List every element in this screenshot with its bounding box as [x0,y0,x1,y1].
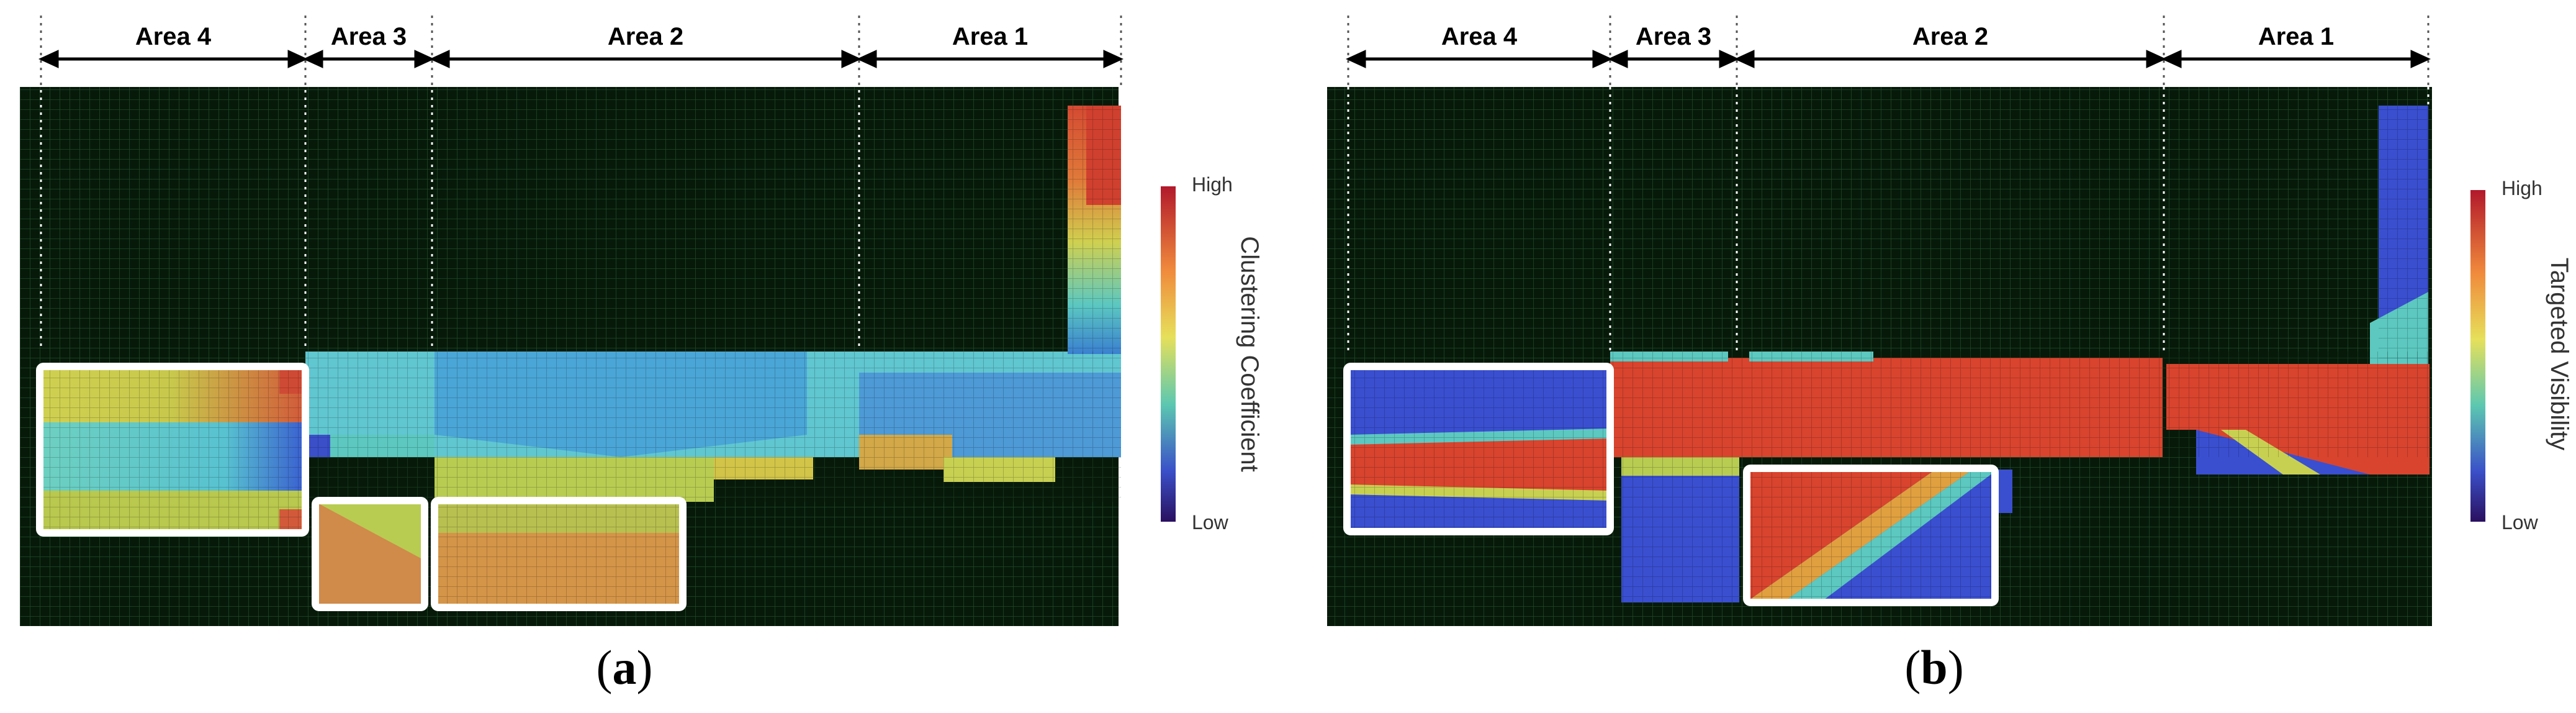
panel-a: Area 4 Area 3 Area 2 Area 1 [0,0,1279,694]
area-3-label: Area 3 [1636,23,1711,50]
area-2-label: Area 2 [608,23,683,50]
colorbar-title: Targeted Visibility [2546,258,2573,451]
colorbar-low-label: Low [1192,511,1229,534]
area-4-label: Area 4 [135,23,212,50]
area-arrows [38,50,1124,68]
heatmap-b [1348,106,2430,602]
caption-b: (b) [1904,640,1964,694]
highlight-boxes-a [36,363,687,611]
caption-a: (a) [596,640,653,694]
colorbar-a [1161,186,1176,522]
colorbar-high-label: High [1192,173,1233,196]
colorbar-b [2470,190,2485,522]
area-3-label: Area 3 [331,23,407,50]
colorbar-low-label: Low [2502,511,2539,534]
panel-a-figure: Area 4 Area 3 Area 2 Area 1 [20,16,1263,626]
heatmap-a [41,106,1121,606]
area-2-label: Area 2 [1912,23,1988,50]
colorbar-high-label: High [2502,177,2542,199]
colorbar-title: Clustering Coefficient [1236,236,1263,471]
area-4-label: Area 4 [1441,23,1518,50]
area-1-label: Area 1 [952,23,1028,50]
area-1-label: Area 1 [2258,23,2334,50]
area-arrows [1345,50,2431,68]
highlight-boxes-b [1343,363,1999,606]
panel-b: Area 4 Area 3 Area 2 Area 1 [1315,0,2576,694]
panel-b-figure: Area 4 Area 3 Area 2 Area 1 [1327,16,2573,626]
